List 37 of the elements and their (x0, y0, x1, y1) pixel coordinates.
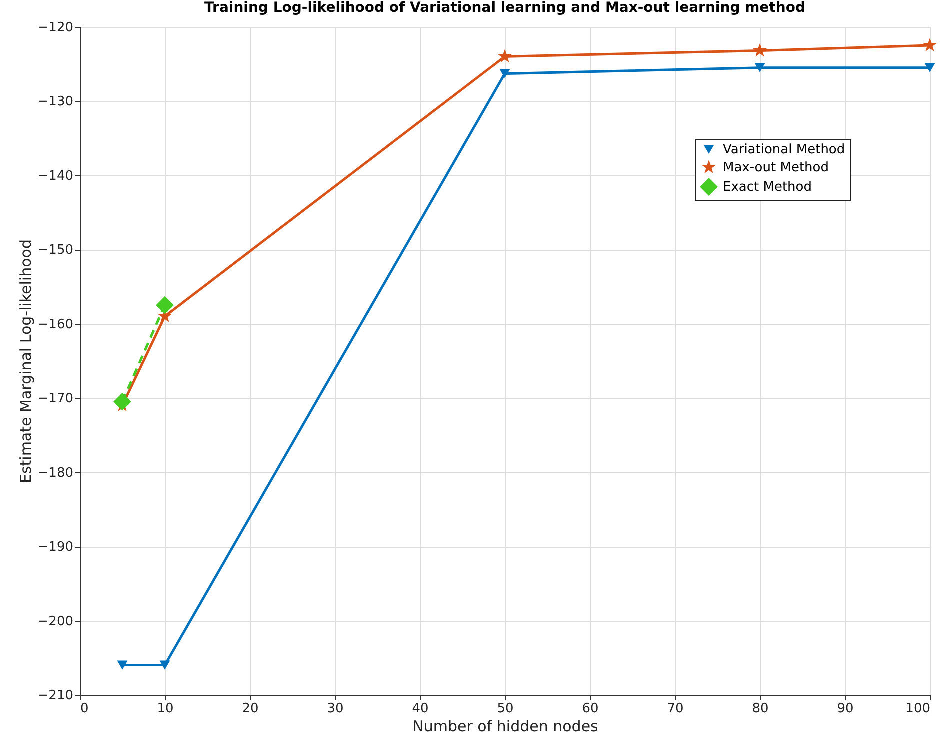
point (753, 43, 767, 57)
point (160, 660, 170, 670)
x-axis-title: Number of hidden nodes (412, 718, 599, 736)
y-tick-label: −180 (38, 466, 74, 481)
x-tick-label: 10 (157, 702, 174, 716)
point (117, 660, 128, 670)
y-tick-label: −130 (38, 94, 74, 110)
y-tick-label: −160 (38, 317, 74, 332)
point (754, 63, 766, 72)
x-tick-label: 50 (497, 702, 514, 716)
y-tick-label: −170 (38, 392, 74, 407)
legend-label: Exact Method (723, 180, 812, 195)
legend-label: Max-out Method (723, 160, 829, 176)
y-tick-label: −120 (38, 20, 74, 36)
y-axis-title: Estimate Marginal Log-likelihood (16, 239, 35, 484)
x-tick-label: 70 (667, 702, 684, 716)
y-tick-label: −140 (38, 168, 74, 184)
point (923, 38, 937, 52)
point (924, 63, 936, 72)
x-tick-label: 60 (582, 702, 599, 716)
y-tick-label: −150 (38, 243, 74, 258)
legend-label: Variational Method (723, 142, 846, 158)
point (114, 392, 132, 411)
point (500, 69, 510, 78)
x-tick-label: 100 (906, 702, 930, 716)
x-tick-label: 80 (752, 702, 769, 716)
chart-title: Training Log-likelihood of Variational learning and Max-out learning method (204, 0, 806, 16)
y-tick-label: −210 (38, 688, 74, 704)
x-tick-label: 90 (837, 702, 854, 716)
x-tick-label: 30 (327, 702, 344, 716)
y-tick-label: −190 (38, 540, 74, 556)
x-tick-label: 0 (80, 702, 89, 716)
point (156, 296, 174, 314)
y-tick-label: −200 (38, 614, 74, 630)
x-tick-label: 40 (412, 702, 429, 716)
point (498, 49, 512, 63)
x-tick-label: 20 (242, 702, 259, 716)
